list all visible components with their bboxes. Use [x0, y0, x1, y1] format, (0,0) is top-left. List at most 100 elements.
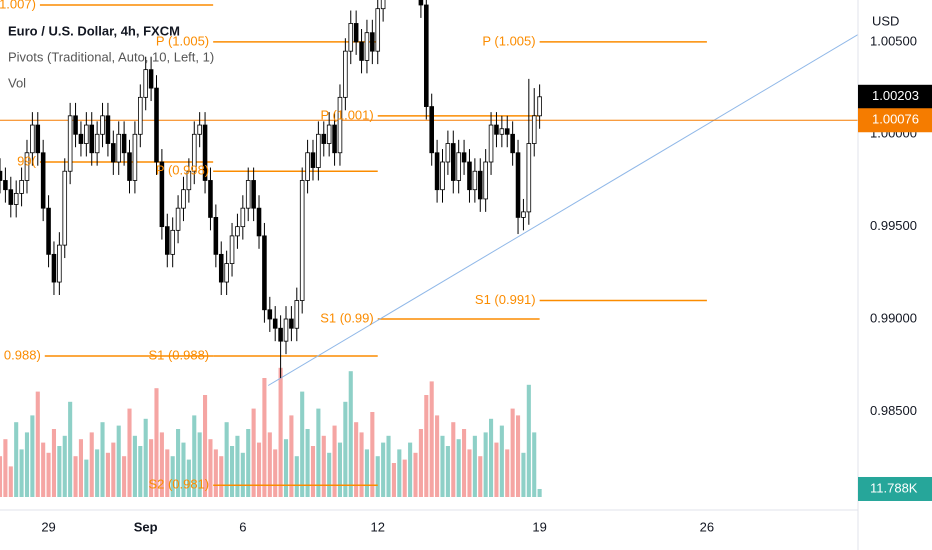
candle-body — [364, 32, 370, 61]
volume-bar — [192, 415, 197, 497]
volume-bar — [219, 456, 224, 497]
volume-bar — [381, 442, 386, 497]
candle-body — [197, 124, 202, 135]
volume-bar — [197, 432, 202, 497]
volume-bar — [451, 422, 456, 497]
candle-body — [100, 115, 105, 135]
volume-bar — [359, 432, 364, 497]
candle-body — [289, 318, 294, 329]
volume-bar — [310, 446, 316, 497]
candle-body — [305, 152, 310, 181]
volume-bar — [51, 429, 57, 497]
volume-bar — [8, 466, 13, 497]
volume-bar — [165, 449, 170, 497]
volume-bar — [132, 435, 137, 497]
candle-body — [310, 152, 316, 168]
volume-bar — [122, 456, 127, 497]
candle-body — [283, 318, 289, 342]
pivot-label: 0.988) — [4, 347, 41, 362]
candle-body — [84, 124, 89, 144]
pivot-label: S1 (0.991) — [475, 292, 536, 307]
volume-bar — [240, 452, 245, 497]
volume-label: 11.788K — [870, 480, 918, 495]
candle-body — [159, 161, 165, 228]
pivot-label: 99( — [17, 153, 36, 168]
volume-bar — [343, 401, 348, 497]
candle-body — [483, 161, 488, 200]
volume-bar — [149, 439, 154, 497]
volume-bar — [305, 429, 310, 497]
volume-bar — [300, 391, 305, 497]
volume-bar — [170, 456, 175, 497]
volume-bar — [84, 459, 89, 497]
candle-body — [418, 0, 424, 6]
candle-body — [343, 50, 348, 98]
volume-bar — [386, 435, 391, 497]
candle-body — [531, 115, 537, 144]
candle-body — [316, 133, 321, 168]
candle-body — [67, 115, 73, 172]
candle-body — [537, 96, 542, 117]
candle-body — [235, 226, 240, 237]
candle-body — [138, 96, 143, 135]
candle-body — [62, 170, 68, 246]
x-tick-label: Sep — [134, 519, 158, 534]
pivot-label: P (1.001) — [320, 107, 373, 122]
pivot-label: P (0.998) — [156, 163, 209, 178]
candle-body — [272, 318, 278, 329]
volume-bar — [418, 429, 423, 497]
volume-bar — [0, 456, 3, 497]
volume-bar — [354, 422, 359, 497]
candle-body — [116, 133, 122, 163]
candle-body — [202, 124, 208, 181]
volume-bar — [256, 442, 262, 497]
candle-body — [477, 170, 483, 200]
volume-bar — [138, 446, 143, 497]
volume-bar — [186, 459, 191, 497]
volume-bar — [3, 439, 8, 497]
volume-bar — [181, 442, 186, 497]
candle-body — [154, 87, 159, 163]
volume-bar — [14, 422, 19, 497]
candle-body — [240, 207, 246, 228]
volume-bar — [73, 456, 78, 497]
candle-body — [94, 133, 100, 154]
y-tick-label: 0.99500 — [870, 218, 917, 233]
volume-bar — [273, 449, 278, 497]
volume-bar — [515, 415, 521, 497]
candle-body — [46, 207, 51, 255]
candle-body — [256, 207, 262, 237]
candle-body — [191, 133, 197, 172]
volume-bar — [283, 439, 289, 497]
candle-body — [267, 309, 273, 320]
candle-body — [504, 128, 510, 135]
volume-bar — [472, 435, 477, 497]
volume-bar — [143, 418, 148, 497]
volume-bar — [159, 432, 164, 497]
candle-body — [434, 152, 440, 191]
volume-bar — [246, 429, 251, 497]
volume-bar — [154, 388, 159, 497]
volume-bar — [176, 429, 181, 497]
candle-body — [262, 235, 267, 311]
candle-body — [461, 152, 467, 163]
volume-bar — [510, 408, 515, 497]
volume-bar — [402, 459, 407, 497]
candle-body — [440, 161, 445, 191]
candle-body — [245, 180, 251, 209]
volume-bar — [489, 418, 494, 497]
volume-bar — [413, 452, 418, 497]
candle-body — [143, 69, 148, 98]
candle-body — [488, 124, 494, 163]
volume-bar — [505, 449, 510, 497]
candle-body — [337, 96, 343, 154]
volume-bar — [262, 378, 267, 497]
candle-body — [370, 32, 375, 52]
volume-bar — [116, 425, 121, 497]
volume-bar — [478, 456, 483, 497]
candle-body — [445, 143, 451, 163]
volume-bar — [521, 452, 526, 497]
x-tick-label: 6 — [239, 519, 246, 534]
candle-body — [348, 23, 354, 52]
